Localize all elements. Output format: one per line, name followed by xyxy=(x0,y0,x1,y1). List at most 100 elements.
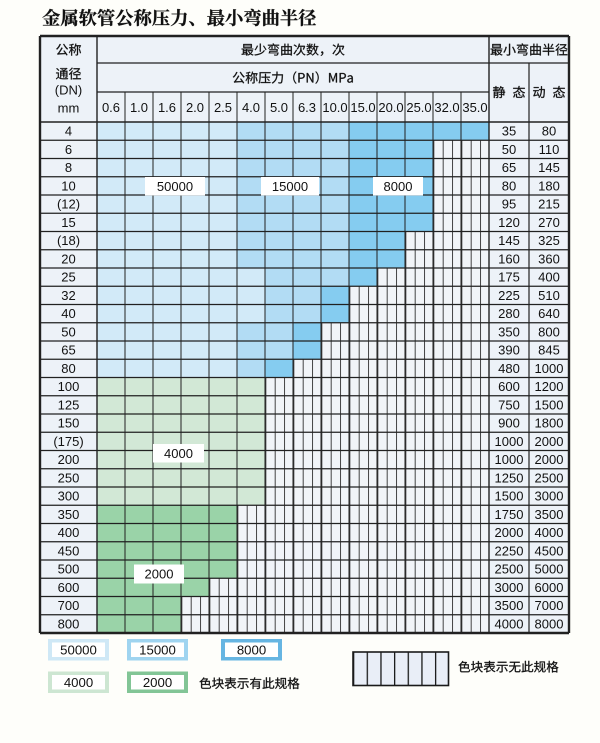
svg-text:0.6: 0.6 xyxy=(102,100,120,115)
svg-text:180: 180 xyxy=(538,178,560,193)
svg-text:5.0: 5.0 xyxy=(270,100,288,115)
svg-text:500: 500 xyxy=(58,562,80,577)
svg-text:225: 225 xyxy=(498,288,520,303)
svg-text:1500: 1500 xyxy=(535,397,564,412)
svg-text:6: 6 xyxy=(65,142,72,157)
svg-text:800: 800 xyxy=(538,324,560,339)
svg-text:800: 800 xyxy=(58,616,80,631)
svg-text:80: 80 xyxy=(502,178,516,193)
svg-text:1750: 1750 xyxy=(495,507,524,522)
svg-text:145: 145 xyxy=(498,233,520,248)
svg-text:160: 160 xyxy=(498,251,520,266)
svg-text:1000: 1000 xyxy=(495,434,524,449)
svg-text:50: 50 xyxy=(502,142,516,157)
svg-text:700: 700 xyxy=(58,598,80,613)
svg-text:10.0: 10.0 xyxy=(322,100,347,115)
svg-text:7000: 7000 xyxy=(535,598,564,613)
svg-text:8000: 8000 xyxy=(384,179,413,194)
svg-text:2000: 2000 xyxy=(143,675,172,690)
svg-text:1200: 1200 xyxy=(535,379,564,394)
svg-text:1000: 1000 xyxy=(535,361,564,376)
svg-text:900: 900 xyxy=(498,416,520,431)
svg-text:4000: 4000 xyxy=(164,446,193,461)
svg-text:3000: 3000 xyxy=(535,489,564,504)
svg-text:2500: 2500 xyxy=(495,562,524,577)
svg-text:600: 600 xyxy=(498,379,520,394)
svg-text:32: 32 xyxy=(61,288,75,303)
svg-text:3000: 3000 xyxy=(495,580,524,595)
svg-text:8: 8 xyxy=(65,160,72,175)
svg-text:50000: 50000 xyxy=(60,642,97,657)
svg-text:2000: 2000 xyxy=(495,525,524,540)
svg-text:120: 120 xyxy=(498,215,520,230)
svg-text:325: 325 xyxy=(538,233,560,248)
svg-text:(175): (175) xyxy=(53,434,83,449)
svg-text:80: 80 xyxy=(542,124,556,139)
svg-text:640: 640 xyxy=(538,306,560,321)
svg-text:95: 95 xyxy=(502,197,516,212)
svg-text:4000: 4000 xyxy=(64,675,93,690)
svg-text:750: 750 xyxy=(498,397,520,412)
svg-text:4.0: 4.0 xyxy=(242,100,260,115)
svg-text:1000: 1000 xyxy=(495,452,524,467)
svg-text:4500: 4500 xyxy=(535,543,564,558)
svg-text:280: 280 xyxy=(498,306,520,321)
svg-text:350: 350 xyxy=(58,507,80,522)
svg-text:390: 390 xyxy=(498,343,520,358)
svg-text:1800: 1800 xyxy=(535,416,564,431)
svg-text:(12): (12) xyxy=(57,197,80,212)
svg-text:50: 50 xyxy=(61,324,75,339)
svg-text:400: 400 xyxy=(58,525,80,540)
svg-text:20: 20 xyxy=(61,251,75,266)
svg-text:65: 65 xyxy=(502,160,516,175)
svg-text:480: 480 xyxy=(498,361,520,376)
svg-text:400: 400 xyxy=(538,270,560,285)
svg-text:3500: 3500 xyxy=(495,598,524,613)
svg-text:2.5: 2.5 xyxy=(214,100,232,115)
svg-text:15.0: 15.0 xyxy=(350,100,375,115)
svg-text:3500: 3500 xyxy=(535,507,564,522)
svg-text:4000: 4000 xyxy=(495,616,524,631)
svg-text:80: 80 xyxy=(61,361,75,376)
svg-text:1500: 1500 xyxy=(495,489,524,504)
svg-text:600: 600 xyxy=(58,580,80,595)
svg-text:mm: mm xyxy=(58,101,80,116)
svg-text:110: 110 xyxy=(539,142,560,157)
svg-text:2500: 2500 xyxy=(535,470,564,485)
svg-text:8000: 8000 xyxy=(237,642,266,657)
svg-text:32.0: 32.0 xyxy=(434,100,459,115)
svg-text:6000: 6000 xyxy=(535,580,564,595)
svg-text:5000: 5000 xyxy=(535,562,564,577)
svg-text:6.3: 6.3 xyxy=(298,100,316,115)
svg-text:(18): (18) xyxy=(57,233,80,248)
svg-text:1.6: 1.6 xyxy=(158,100,176,115)
svg-text:10: 10 xyxy=(61,178,75,193)
svg-text:35: 35 xyxy=(502,124,516,139)
svg-text:4000: 4000 xyxy=(535,525,564,540)
svg-text:215: 215 xyxy=(538,197,560,212)
svg-text:250: 250 xyxy=(58,470,80,485)
svg-text:2000: 2000 xyxy=(535,434,564,449)
svg-text:2250: 2250 xyxy=(495,543,524,558)
svg-text:350: 350 xyxy=(498,324,520,339)
svg-text:35.0: 35.0 xyxy=(462,100,487,115)
svg-text:270: 270 xyxy=(538,215,560,230)
svg-text:150: 150 xyxy=(58,416,80,431)
svg-text:25: 25 xyxy=(61,270,75,285)
svg-text:2000: 2000 xyxy=(145,567,174,582)
svg-text:360: 360 xyxy=(538,251,560,266)
svg-text:8000: 8000 xyxy=(535,616,564,631)
svg-text:200: 200 xyxy=(58,452,80,467)
svg-text:15000: 15000 xyxy=(139,642,176,657)
svg-text:2000: 2000 xyxy=(535,452,564,467)
svg-text:450: 450 xyxy=(58,543,80,558)
svg-text:2.0: 2.0 xyxy=(186,100,204,115)
svg-text:300: 300 xyxy=(58,489,80,504)
svg-text:1250: 1250 xyxy=(495,470,524,485)
svg-text:15: 15 xyxy=(61,215,75,230)
svg-text:125: 125 xyxy=(58,397,80,412)
svg-text:100: 100 xyxy=(58,379,80,394)
svg-text:50000: 50000 xyxy=(157,179,193,194)
svg-text:(DN): (DN) xyxy=(55,83,82,98)
svg-text:145: 145 xyxy=(538,160,560,175)
